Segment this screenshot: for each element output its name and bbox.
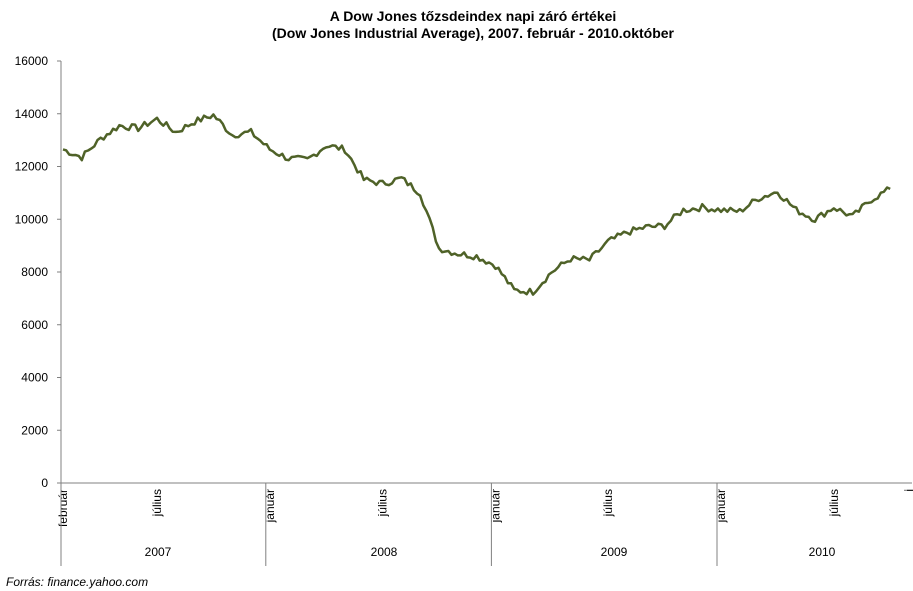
x-month-label: július xyxy=(601,489,615,517)
chart-subtitle: (Dow Jones Industrial Average), 2007. fe… xyxy=(272,25,675,41)
y-tick-label: 14000 xyxy=(15,107,49,121)
x-year-label: 2007 xyxy=(145,545,172,559)
x-month-label: január xyxy=(488,489,502,523)
source-note: Forrás: finance.yahoo.com xyxy=(6,575,149,589)
x-year-label: 2008 xyxy=(371,545,398,559)
x-month-label: július xyxy=(376,489,390,517)
y-tick-label: 4000 xyxy=(21,371,48,385)
series-line xyxy=(62,113,891,296)
x-month-label: január xyxy=(263,489,277,523)
y-tick-label: 8000 xyxy=(21,265,48,279)
x-month-label: július xyxy=(150,489,164,517)
x-year-label: 2010 xyxy=(809,545,836,559)
chart-title: A Dow Jones tőzsdeindex napi záró értéke… xyxy=(330,8,617,24)
series-group xyxy=(62,113,891,296)
y-tick-label: 6000 xyxy=(21,318,48,332)
x-year-label: 2009 xyxy=(601,545,628,559)
y-tick-label: 16000 xyxy=(15,54,49,68)
x-month-label: július xyxy=(827,489,841,517)
y-tick-label: 0 xyxy=(41,476,48,490)
y-tick-label: 12000 xyxy=(15,160,49,174)
y-tick-label: 10000 xyxy=(15,212,49,226)
y-tick-label: 2000 xyxy=(21,423,48,437)
x-month-label: január xyxy=(714,489,728,523)
chart-axes: 0 2000 4000 6000 8000 10000 12000 14000 16000 feb… xyxy=(15,54,913,566)
x-month-label: j xyxy=(902,489,913,493)
x-month-label: február xyxy=(56,489,70,527)
